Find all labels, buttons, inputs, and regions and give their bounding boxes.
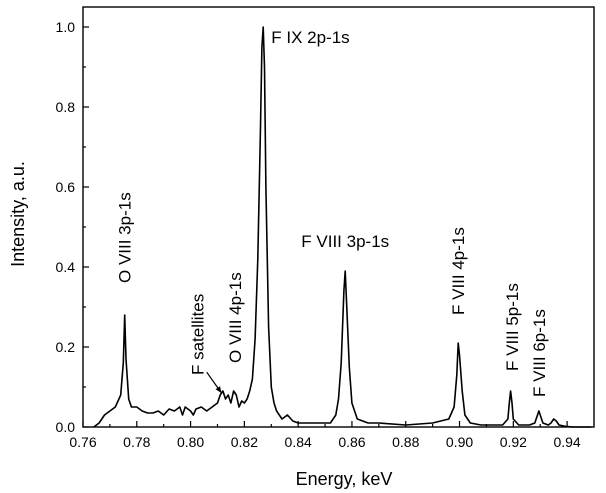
spectrum-line bbox=[93, 26, 592, 428]
peak-annotation: F VIII 6p-1s bbox=[530, 309, 549, 397]
peak-annotation: F VIII 3p-1s bbox=[301, 232, 389, 251]
x-tick-label: 0.80 bbox=[177, 434, 204, 450]
x-tick-label: 0.82 bbox=[231, 434, 258, 450]
x-tick-label: 0.94 bbox=[553, 434, 580, 450]
x-axis-ticks: 0.76 0.78 0.80 0.82 0.84 0.86 0.88 0.90 0.92 0.94 bbox=[69, 421, 581, 450]
annotation-layer: F IX 2p-1s O VIII 3p-1s F satellites O VIII… bbox=[116, 28, 549, 397]
y-axis-label: Intensity, a.u. bbox=[8, 161, 28, 267]
x-tick-label: 0.90 bbox=[446, 434, 473, 450]
x-tick-label: 0.76 bbox=[69, 434, 96, 450]
x-tick-label: 0.84 bbox=[285, 434, 312, 450]
plot-frame bbox=[82, 6, 595, 428]
peak-annotation: F VIII 5p-1s bbox=[503, 283, 522, 371]
peak-annotation: F VIII 4p-1s bbox=[449, 227, 468, 315]
y-tick-label: 0.4 bbox=[56, 259, 76, 275]
y-tick-label: 0.8 bbox=[56, 99, 76, 115]
x-axis-label: Energy, keV bbox=[296, 469, 393, 489]
y-tick-label: 0.6 bbox=[56, 179, 76, 195]
arrow-head-icon bbox=[215, 386, 222, 393]
x-tick-label: 0.78 bbox=[123, 434, 150, 450]
peak-annotation: F IX 2p-1s bbox=[271, 28, 349, 47]
peak-annotation: O VIII 4p-1s bbox=[226, 272, 245, 363]
series-layer bbox=[93, 26, 592, 428]
peak-annotation: F satellites bbox=[188, 294, 207, 375]
peak-annotation: O VIII 3p-1s bbox=[116, 192, 135, 283]
y-tick-label: 1.0 bbox=[56, 19, 76, 35]
y-axis-ticks: 0.0 0.2 0.4 0.6 0.8 1.0 bbox=[56, 19, 89, 435]
y-tick-label: 0.0 bbox=[56, 419, 76, 435]
x-tick-label: 0.86 bbox=[338, 434, 365, 450]
y-tick-label: 0.2 bbox=[56, 339, 76, 355]
x-tick-label: 0.88 bbox=[392, 434, 419, 450]
x-tick-label: 0.92 bbox=[500, 434, 527, 450]
plot-border bbox=[82, 6, 595, 428]
